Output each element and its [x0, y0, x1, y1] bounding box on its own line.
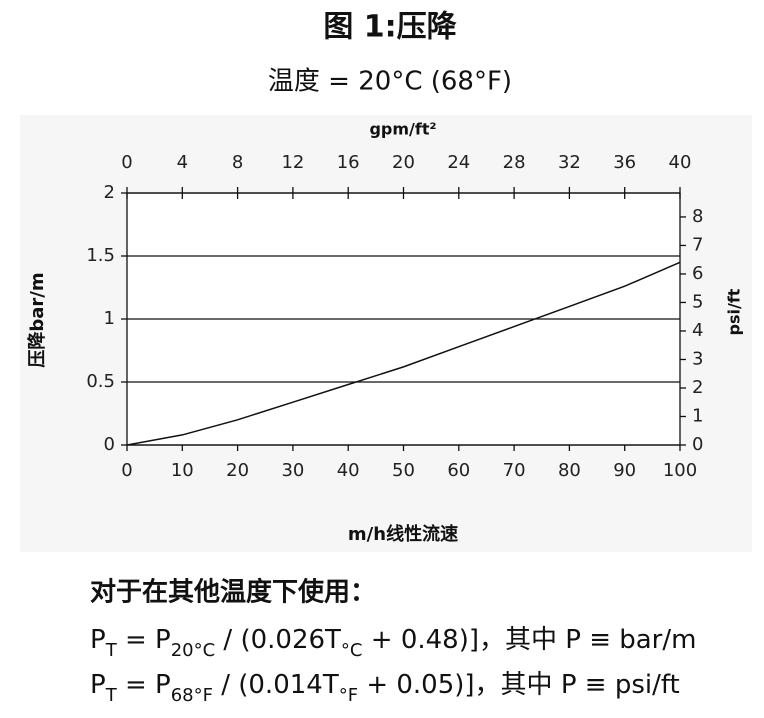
formula-part: T [105, 685, 118, 706]
x-tick-label: 50 [392, 460, 415, 481]
y2-tick-label: 0 [692, 434, 703, 455]
x2-tick-label: 36 [613, 152, 636, 173]
formula-part: + 0.05)]，其中 P ≡ psi/ft [358, 670, 680, 700]
formula: PT = P68°F / (0.014T°F + 0.05)]，其中 P ≡ p… [90, 670, 680, 706]
x2-tick-label: 28 [503, 152, 526, 173]
y2-tick-label: 7 [692, 234, 703, 255]
formula-part: / (0.014T [213, 670, 339, 700]
y2-tick-label: 4 [692, 320, 703, 341]
x2-tick-label: 32 [558, 152, 581, 173]
x2-tick-label: 20 [392, 152, 415, 173]
x2-axis-label: gpm/ft² [369, 120, 436, 139]
x-tick-label: 10 [171, 460, 194, 481]
y-tick-label: 2 [104, 182, 115, 203]
data-line [126, 261, 681, 446]
y-tick-label: 0.5 [86, 371, 115, 392]
formula-part: = P [117, 670, 171, 700]
chart-title: 图 1:压降 [323, 10, 457, 45]
formula-part: + 0.48)]，其中 P ≡ bar/m [363, 625, 697, 655]
x2-tick-label: 0 [121, 152, 132, 173]
y-tick-label: 1.5 [86, 245, 115, 266]
y-axis-label: 压降bar/m [26, 272, 48, 367]
formula-part: T [105, 640, 118, 661]
formula-part: 68°F [171, 685, 213, 706]
y2-tick-label: 1 [692, 405, 703, 426]
y2-tick-label: 6 [692, 263, 703, 284]
x-axis-label: m/h线性流速 [348, 523, 458, 545]
x-tick-label: 30 [281, 460, 304, 481]
formula-part: P [90, 625, 106, 655]
formula-part: / (0.026T [215, 625, 341, 655]
x2-tick-label: 4 [177, 152, 188, 173]
y2-axis-label: psi/ft [725, 288, 744, 335]
formula-part: 20°C [171, 640, 215, 661]
formula-part: = P [117, 625, 171, 655]
x-tick-label: 0 [121, 460, 132, 481]
x-tick-label: 80 [558, 460, 581, 481]
x2-tick-label: 24 [447, 152, 470, 173]
x-tick-label: 40 [337, 460, 360, 481]
x-tick-label: 70 [503, 460, 526, 481]
x2-tick-label: 16 [337, 152, 360, 173]
x2-tick-label: 40 [669, 152, 692, 173]
x2-tick-label: 8 [232, 152, 243, 173]
formula-part: P [90, 670, 106, 700]
x-tick-label: 90 [613, 460, 636, 481]
y-tick-label: 1 [104, 308, 115, 329]
y2-tick-label: 2 [692, 377, 703, 398]
x-tick-label: 100 [663, 460, 697, 481]
formula-part: °C [341, 640, 363, 661]
formula: PT = P20°C / (0.026T°C + 0.48)]，其中 P ≡ b… [90, 625, 696, 661]
notes-heading: 对于在其他温度下使用： [90, 577, 376, 608]
y-tick-label: 0 [104, 434, 115, 455]
x2-tick-label: 12 [281, 152, 304, 173]
formula-part: °F [339, 685, 358, 706]
y2-tick-label: 8 [692, 206, 703, 227]
y2-tick-label: 3 [692, 348, 703, 369]
y2-tick-label: 5 [692, 291, 703, 312]
x-tick-label: 20 [226, 460, 249, 481]
chart-subtitle: 温度 = 20°C (68°F) [268, 67, 512, 97]
x-tick-label: 60 [447, 460, 470, 481]
